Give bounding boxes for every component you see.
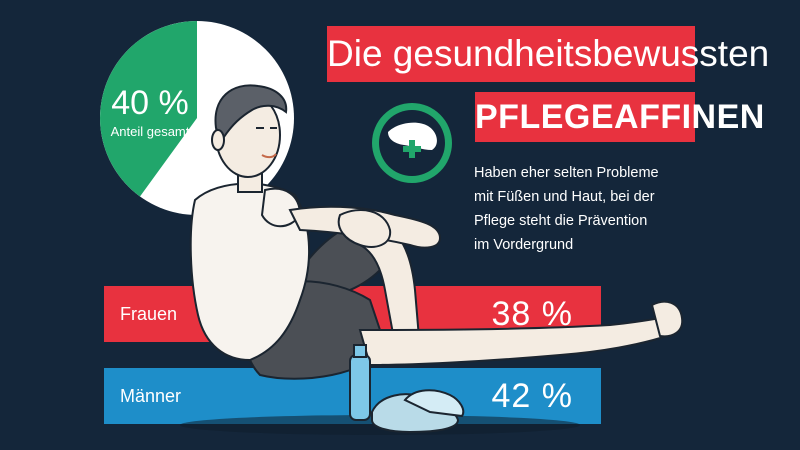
pie-caption: Anteil gesamt <box>110 124 190 139</box>
title-line-1: Die gesundheitsbewussten <box>327 26 769 82</box>
bar-maenner-label: Männer <box>120 386 182 406</box>
title-line-2: PFLEGEAFFINEN <box>475 92 764 142</box>
description-line: Pflege steht die Prävention <box>474 213 648 229</box>
description-line: Haben eher selten Probleme <box>474 165 659 181</box>
description-line: mit Füßen und Haut, bei der <box>474 189 655 205</box>
bar-maenner-value: 42 % <box>491 377 573 415</box>
description-line: im Vordergrund <box>474 237 574 253</box>
pie-share-slice <box>100 21 197 197</box>
description: Haben eher selten Probleme mit Füßen und… <box>474 161 764 257</box>
pie-percentage: 40 % <box>111 84 189 122</box>
bar-frauen-label: Frauen <box>120 304 178 324</box>
